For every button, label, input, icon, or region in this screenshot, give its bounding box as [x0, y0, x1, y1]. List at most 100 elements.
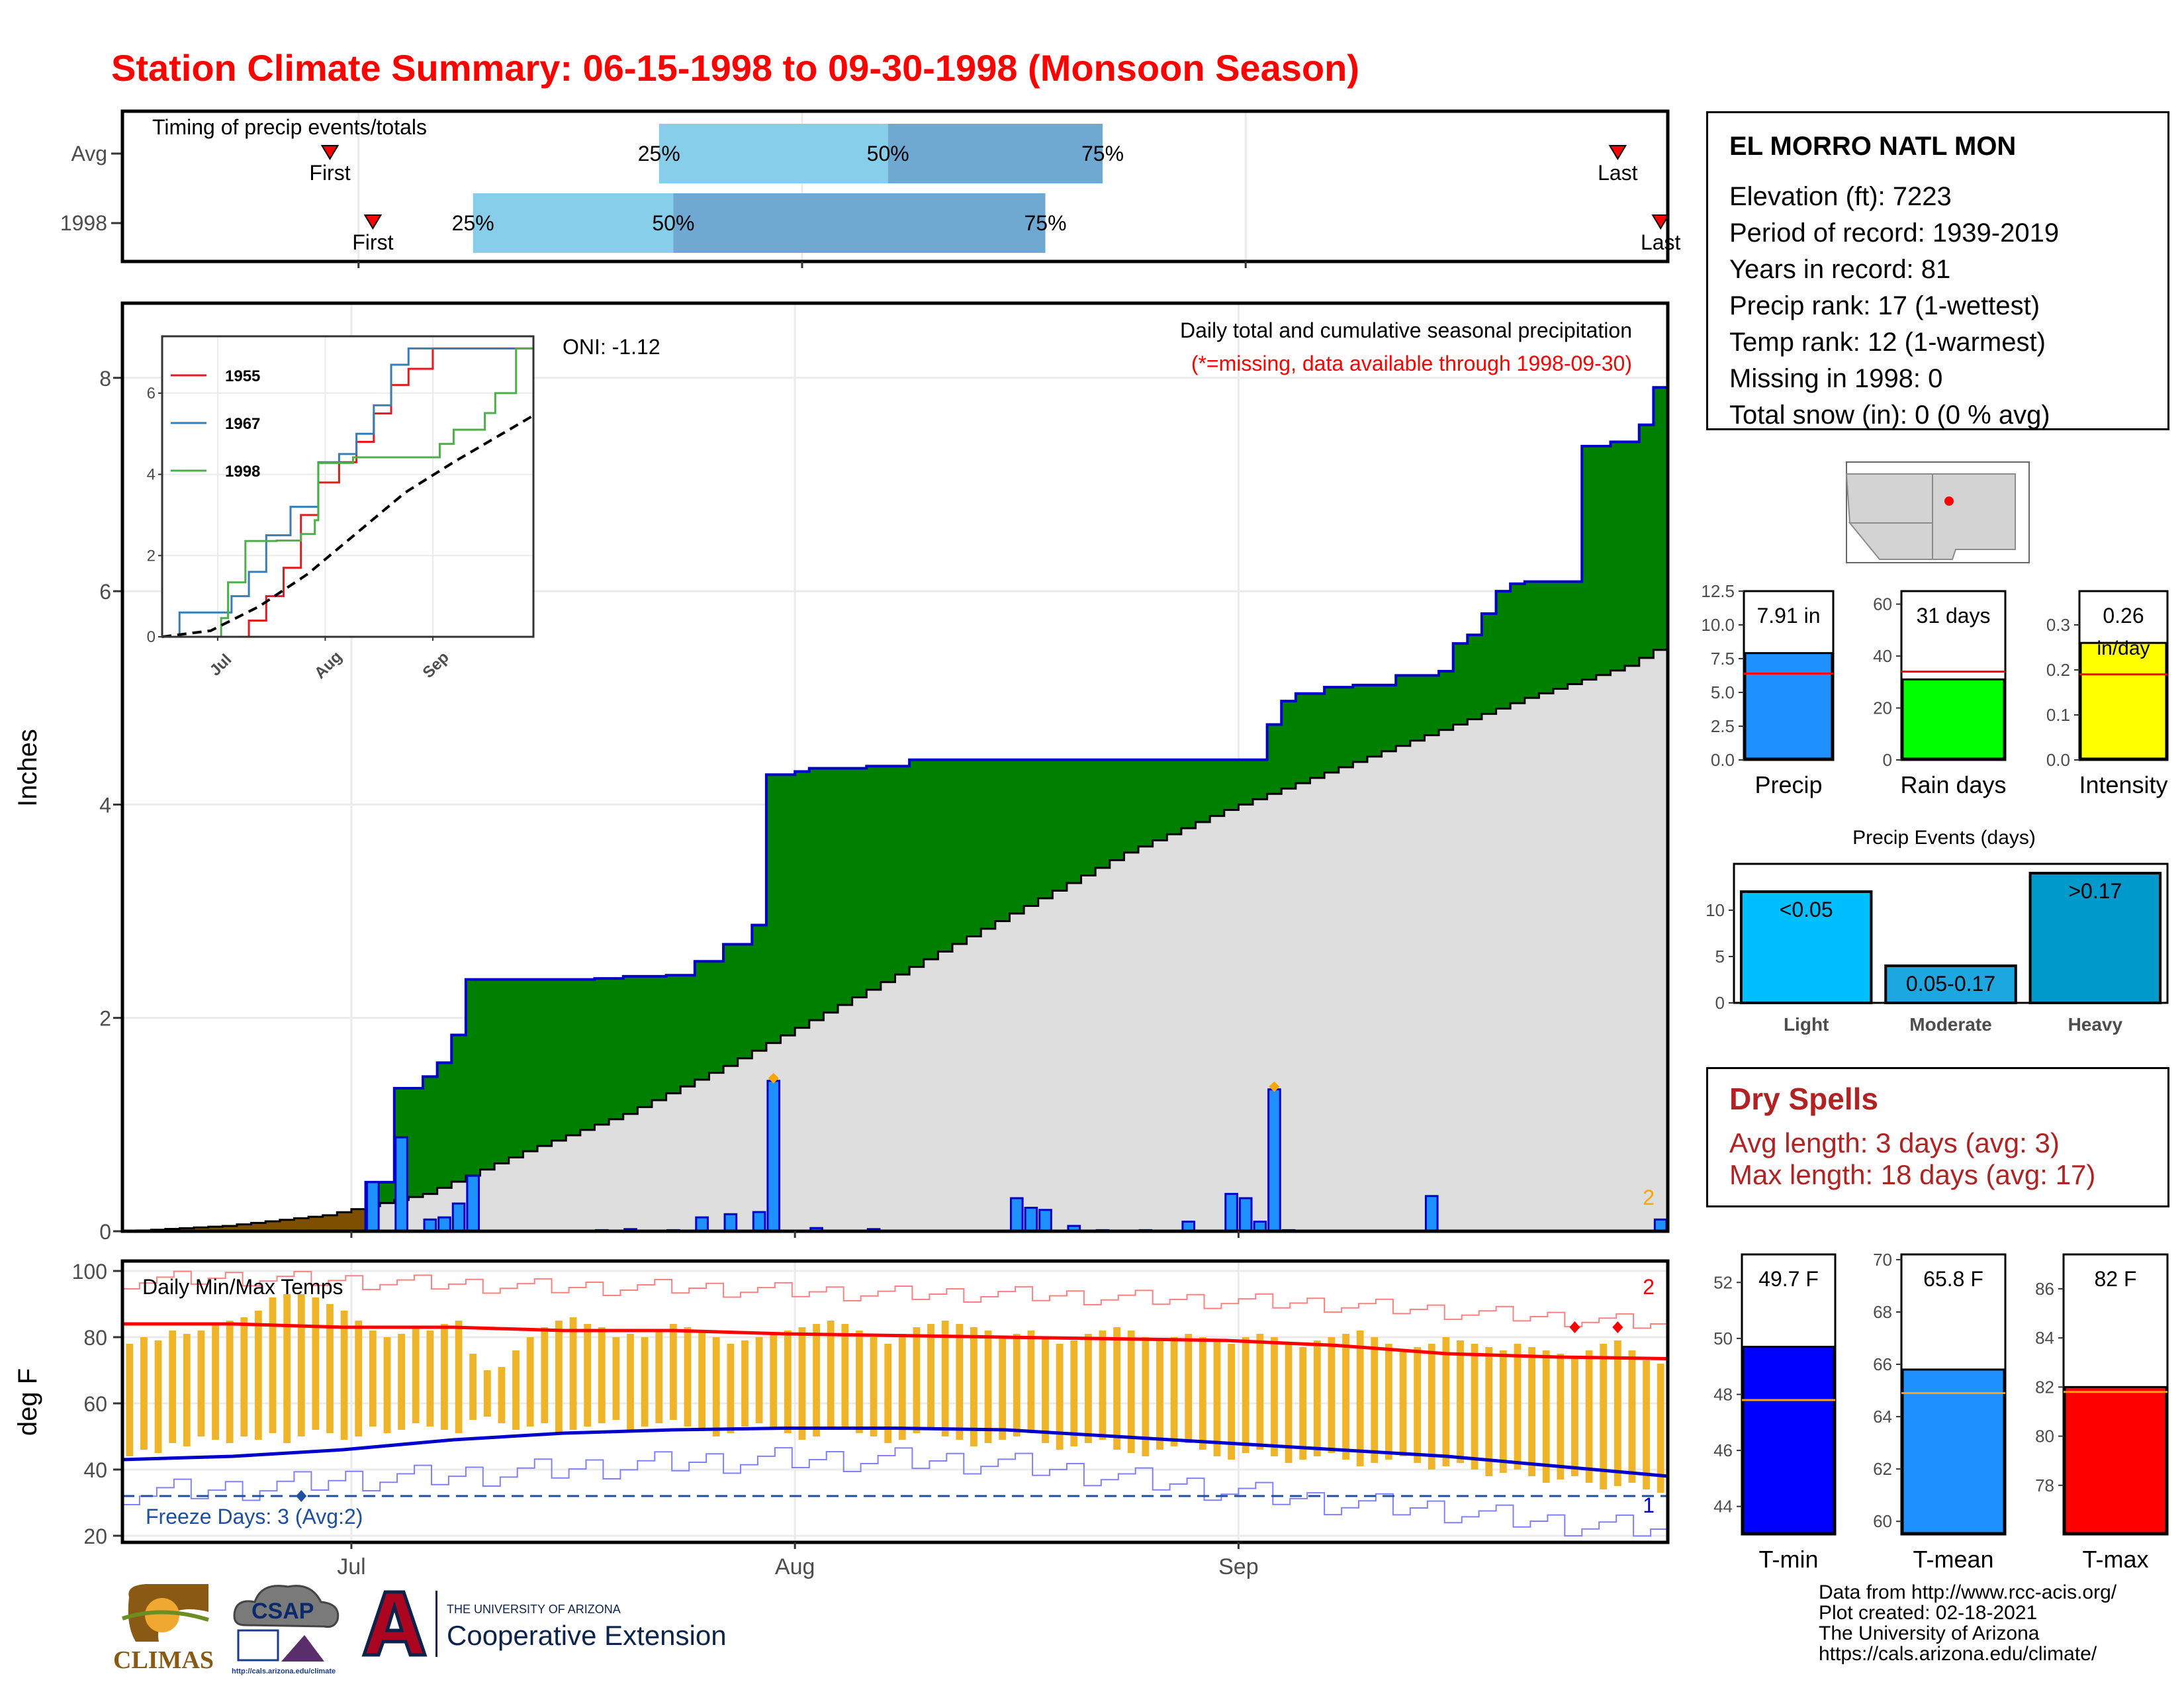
temp-daily-range-bar: [441, 1324, 448, 1430]
precip-average-area: [122, 649, 1668, 1231]
precip-ytick-label: 8: [99, 367, 111, 391]
precip-events-ytick-label: 10: [1706, 900, 1725, 920]
tmax-panel-bar: [2064, 1385, 2167, 1534]
temp-daily-range-bar: [269, 1297, 277, 1433]
temp-daily-range-bar: [1643, 1360, 1650, 1489]
temp-daily-range-bar: [669, 1324, 677, 1420]
temp-daily-range-bar: [927, 1324, 934, 1430]
credit-data-source: Data from http://www.rcc-acis.org/: [1819, 1581, 2117, 1603]
csap-logo-text: CSAP: [251, 1599, 314, 1624]
tmean-panel-ytick-label: 68: [1873, 1302, 1892, 1322]
station-name: EL MORRO NATL MON: [1729, 132, 2017, 161]
tmean-panel: 60 62 64 66 68 70 65.8 F T-mean: [1873, 1250, 2007, 1573]
temp-daily-range-bar: [755, 1337, 763, 1423]
precip-total-panel: 0.0 2.5 5.0 7.5 10.0 12.5 7.91 in Precip: [1701, 581, 1835, 798]
temp-daily-range-bar: [1228, 1344, 1235, 1460]
rain-days-panel-value-label: 31 days: [1916, 604, 1990, 628]
temp-daily-range-bar: [1557, 1354, 1565, 1479]
precip-daily-bar: [766, 1080, 781, 1233]
precip-daily-bar: [423, 1218, 437, 1233]
temp-daily-range-bar: [698, 1331, 706, 1430]
credit-plot-created: Plot created: 02-18-2021: [1819, 1602, 2038, 1624]
temp-daily-range-bar: [627, 1334, 634, 1430]
rain-days-panel: 0 20 40 60 31 days Rain days: [1873, 590, 2007, 798]
timing-label-25: 25%: [452, 211, 494, 235]
temp-daily-range-bar: [1657, 1364, 1664, 1493]
temp-daily-range-bar: [1585, 1350, 1593, 1483]
precip-daily-bar: [1024, 1207, 1038, 1233]
temp-xtick-label: Aug: [775, 1554, 815, 1579]
tmax-panel-ytick-label: 86: [2035, 1279, 2054, 1299]
temp-daily-range-bar: [1457, 1340, 1464, 1463]
intensity-panel-axis-label: Intensity: [2079, 771, 2167, 798]
temp-daily-range-bar: [226, 1321, 234, 1443]
map-state-south: [1848, 522, 1933, 560]
precip-total-panel-axis-label: Precip: [1754, 771, 1822, 798]
tmax-panel: 78 80 82 84 86 82 F T-max: [2035, 1253, 2169, 1573]
temp-bottom-corner-label: 1: [1643, 1493, 1655, 1517]
temp-daily-range-bar: [841, 1324, 849, 1427]
precip-total-panel-ytick-label: 7.5: [1711, 649, 1735, 669]
temp-daily-range-bar: [1571, 1357, 1578, 1476]
climas-logo-text: CLIMAS: [113, 1646, 214, 1674]
climas-logo: CLIMAS: [113, 1584, 214, 1674]
precip-average-line: [122, 649, 1668, 1233]
temp-daily-range-bar: [1485, 1347, 1493, 1476]
temp-daily-range-bar: [1471, 1344, 1479, 1470]
tmin-panel: 44 46 48 50 52 49.7 F T-min: [1713, 1253, 1837, 1573]
precip-events-bar: [2028, 872, 2162, 1004]
precip-total-panel-bar: [1744, 652, 1833, 760]
temp-daily-range-bar: [1399, 1350, 1407, 1456]
tmean-panel-bar: [1901, 1368, 2005, 1534]
precip-panel-border: [120, 301, 1670, 1233]
precip-daily-bar: [1009, 1197, 1024, 1233]
temp-daily-range-bar: [727, 1344, 735, 1433]
station-period: Period of record: 1939-2019: [1729, 218, 2060, 248]
temp-daily-range-bar: [412, 1327, 420, 1423]
inset-legend-label: 1998: [225, 463, 260, 481]
rain-days-panel-axis-label: Rain days: [1900, 771, 2006, 798]
temp-daily-range-bar: [512, 1350, 520, 1430]
temp-daily-range-bar: [1342, 1334, 1349, 1460]
inset-legend-label: 1967: [225, 415, 260, 433]
rain-days-panel-ytick-label: 0: [1883, 750, 1892, 770]
tmin-panel-ytick-label: 44: [1713, 1497, 1733, 1517]
temp-daily-range-bar: [1013, 1334, 1021, 1436]
station-temp-rank: Temp rank: 12 (1-warmest): [1729, 328, 2046, 357]
temp-daily-range-bar: [1199, 1337, 1206, 1450]
temp-daily-range-bar: [1271, 1337, 1278, 1456]
precip-subtitle: (*=missing, data available through 1998-…: [1191, 352, 1632, 375]
inset-series-line: [162, 347, 533, 638]
temp-ytick-label: 20: [83, 1524, 107, 1548]
temp-daily-range-bar: [770, 1334, 778, 1430]
dry-spells-max: Max length: 18 days (avg: 17): [1729, 1159, 2096, 1190]
intensity-panel-ytick-label: 0.1: [2046, 705, 2070, 725]
temp-daily-range-bar: [1027, 1331, 1035, 1433]
intensity-panel-value-label2: in/day: [2097, 637, 2150, 659]
station-years: Years in record: 81: [1729, 255, 1951, 284]
precip-events-ytick-label: 5: [1715, 947, 1725, 966]
precip-cumulative-line: [122, 386, 1668, 1233]
timing-marker-first: [320, 145, 340, 160]
precip-daily-bar: [1224, 1193, 1238, 1233]
timing-marker-last: [1651, 214, 1670, 230]
temp-avg-min-line: [122, 1427, 1668, 1478]
temp-daily-range-bar: [1371, 1337, 1379, 1463]
temp-daily-range-bar: [956, 1324, 964, 1440]
temp-daily-range-bar: [1356, 1331, 1364, 1466]
tmean-panel-ytick-label: 64: [1873, 1407, 1892, 1427]
temp-panel-border: [120, 1259, 1670, 1544]
precip-events-title: Precip Events (days): [1852, 827, 2036, 849]
temp-daily-range-bar: [1056, 1344, 1064, 1450]
precip-daily-bar: [752, 1211, 766, 1233]
map-state-east: [1932, 473, 2016, 560]
precip-events-ytick-label: 0: [1715, 993, 1725, 1013]
temp-daily-range-bar: [1127, 1331, 1135, 1453]
timing-title: Timing of precip events/totals: [152, 115, 427, 139]
temp-title: Daily Min/Max Temps: [142, 1275, 343, 1299]
temp-xtick-label: Jul: [337, 1554, 365, 1579]
inset-border: [161, 335, 535, 638]
temp-daily-range-bar: [1328, 1337, 1336, 1453]
temp-daily-range-bar: [140, 1337, 148, 1450]
temp-daily-range-bar: [870, 1337, 878, 1436]
